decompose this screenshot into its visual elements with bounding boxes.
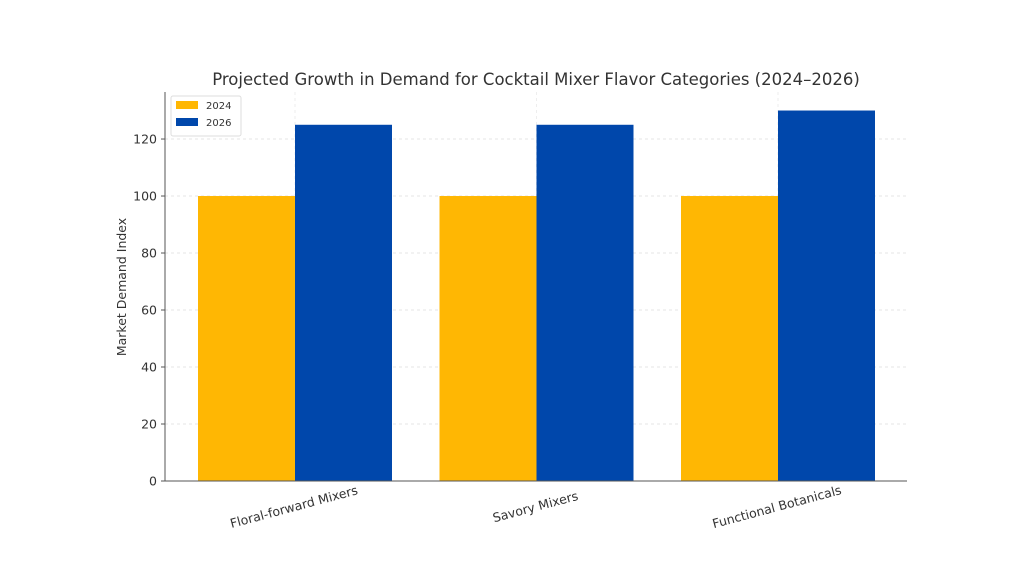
legend-swatch-2024 (176, 101, 198, 109)
chart-title: Projected Growth in Demand for Cocktail … (212, 70, 860, 89)
y-tick-label: 40 (141, 360, 157, 375)
y-tick-label: 0 (149, 474, 157, 489)
y-tick-label: 80 (141, 246, 157, 261)
bar-2024-1 (439, 196, 537, 481)
legend: 2024 2026 (170, 95, 242, 137)
y-tick-label: 100 (133, 189, 157, 204)
bar-2024-2 (681, 196, 778, 481)
y-tick-label: 120 (133, 132, 157, 147)
y-tick-label: 60 (141, 303, 157, 318)
y-tick-label: 20 (141, 417, 157, 432)
bar-2024-0 (198, 196, 295, 481)
legend-swatch-2026 (176, 118, 198, 126)
x-tick-label: Savory Mixers (491, 488, 580, 525)
x-tick-label: Functional Botanicals (711, 482, 843, 531)
bar-2026-1 (536, 124, 634, 482)
legend-label-2024: 2024 (206, 101, 231, 112)
bar-2026-0 (295, 124, 392, 482)
x-tick-label: Floral-forward Mixers (228, 482, 359, 531)
bar-2026-2 (778, 110, 875, 482)
legend-label-2026: 2026 (206, 118, 231, 129)
y-axis-label: Market Demand Index (114, 218, 129, 356)
